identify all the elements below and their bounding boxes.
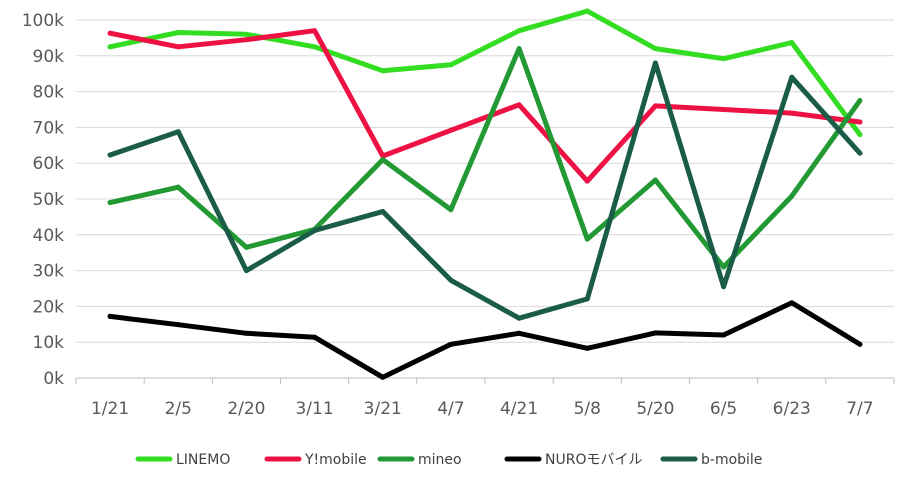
data-point (243, 244, 249, 250)
x-tick-label: 5/8 (574, 399, 601, 419)
data-point (857, 119, 863, 125)
legend-label: LINEMO (176, 452, 230, 468)
data-point (789, 74, 795, 80)
data-point (312, 28, 318, 34)
data-point (721, 56, 727, 62)
data-point (175, 44, 181, 50)
data-point (448, 127, 454, 133)
data-point (584, 345, 590, 351)
x-tick-label: 6/5 (710, 399, 737, 419)
x-tick-label: 1/21 (91, 399, 129, 419)
series-line-2 (107, 46, 863, 270)
data-point (107, 200, 113, 206)
legend: LINEMO Y!mobile mineo NUROモバイル b-mobile (135, 452, 762, 468)
x-tick-label: 5/20 (636, 399, 674, 419)
y-tick-label: 20k (33, 297, 65, 317)
data-point (243, 330, 249, 336)
x-tick-label: 6/23 (773, 399, 811, 419)
data-point (107, 313, 113, 319)
data-point (584, 178, 590, 184)
data-point (516, 315, 522, 321)
data-point (584, 296, 590, 302)
data-point (107, 30, 113, 36)
data-point (107, 152, 113, 158)
data-point (652, 46, 658, 52)
data-point (857, 150, 863, 156)
data-point (652, 103, 658, 109)
data-point (516, 330, 522, 336)
series-line-1 (107, 28, 863, 184)
x-tick-label: 4/7 (437, 399, 464, 419)
data-point (652, 177, 658, 183)
y-tick-label: 30k (33, 262, 65, 282)
y-tick-label: 90k (33, 47, 65, 67)
data-point (721, 107, 727, 112)
data-point (857, 132, 863, 138)
y-tick-label: 60k (33, 154, 65, 174)
x-tick-label: 3/21 (364, 399, 402, 419)
data-point (789, 110, 795, 116)
y-tick-label: 100k (22, 11, 64, 31)
data-point (312, 334, 318, 340)
data-point (312, 228, 318, 234)
data-point (789, 300, 795, 306)
data-point (857, 98, 863, 104)
data-point (789, 193, 795, 199)
data-point (584, 236, 590, 242)
data-point (652, 60, 658, 66)
series-line-4 (107, 60, 863, 321)
y-tick-label: 10k (33, 333, 65, 353)
data-point (243, 37, 249, 43)
data-point (721, 264, 727, 270)
data-point (312, 44, 318, 50)
data-point (652, 330, 658, 336)
x-tick-label: 7/7 (846, 399, 873, 419)
axes: 0k 10k 20k 30k 40k 50k 60k 70k 80k 90k 100k 1/21 2/5… (22, 11, 895, 419)
x-tick-label: 3/11 (295, 399, 333, 419)
y-tick-label: 0k (43, 369, 64, 389)
x-tick-label: 2/5 (165, 399, 192, 419)
data-point (448, 62, 454, 68)
data-point (380, 209, 386, 215)
data-point (380, 157, 386, 163)
series-lines (107, 8, 863, 380)
y-tick-label: 40k (33, 226, 65, 246)
data-point (721, 284, 727, 290)
data-point (175, 129, 181, 135)
data-point (516, 102, 522, 108)
legend-label: mineo (418, 452, 462, 468)
data-point (448, 277, 454, 283)
x-tick-label: 2/20 (227, 399, 265, 419)
y-tick-label: 80k (33, 83, 65, 103)
series-line-3 (107, 300, 863, 380)
data-point (175, 184, 181, 190)
data-point (857, 341, 863, 347)
data-point (789, 40, 795, 46)
data-point (584, 8, 590, 14)
y-tick-label: 70k (33, 118, 65, 138)
data-point (107, 44, 113, 50)
data-point (175, 322, 181, 328)
data-point (721, 332, 727, 338)
y-tick-label: 50k (33, 190, 65, 210)
legend-label: NUROモバイル (545, 452, 642, 468)
data-point (448, 207, 454, 213)
legend-label: b-mobile (701, 452, 762, 468)
data-point (380, 153, 386, 159)
data-point (448, 341, 454, 347)
data-point (243, 268, 249, 274)
data-point (243, 31, 249, 37)
data-point (380, 68, 386, 74)
data-point (516, 46, 522, 52)
data-point (175, 30, 181, 36)
data-point (380, 374, 386, 380)
x-tick-label: 4/21 (500, 399, 538, 419)
gridlines (76, 19, 894, 379)
series-line-0 (107, 8, 863, 138)
data-point (516, 28, 522, 34)
legend-label: Y!mobile (304, 452, 367, 468)
